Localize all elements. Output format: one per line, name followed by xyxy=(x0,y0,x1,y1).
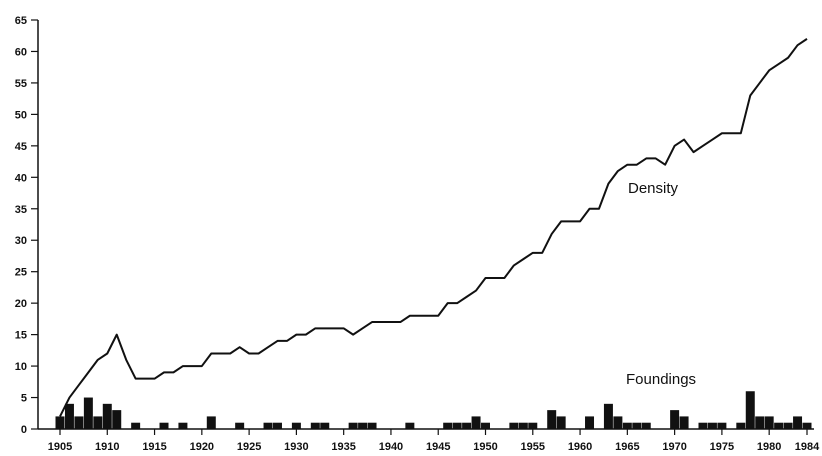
foundings-bar xyxy=(291,422,301,429)
foundings-bar xyxy=(547,410,557,429)
foundings-bar xyxy=(55,416,65,429)
foundings-bar xyxy=(178,422,188,429)
y-tick-label: 0 xyxy=(21,424,27,436)
foundings-bar xyxy=(235,422,245,429)
foundings-bar xyxy=(263,422,273,429)
foundings-bar xyxy=(736,422,746,429)
x-tick-label: 1915 xyxy=(142,441,166,453)
foundings-bar xyxy=(83,397,93,429)
density-line xyxy=(59,38,808,417)
foundings-bar xyxy=(717,422,727,429)
foundings-bar xyxy=(641,422,651,429)
foundings-bar xyxy=(783,422,793,429)
foundings-bar xyxy=(509,422,519,429)
foundings-bar xyxy=(774,422,784,429)
foundings-annotation: Foundings xyxy=(626,371,696,388)
foundings-bar xyxy=(64,403,74,429)
foundings-bar xyxy=(707,422,717,429)
x-tick-label: 1970 xyxy=(662,441,686,453)
y-tick-label: 55 xyxy=(15,78,27,90)
foundings-bar xyxy=(112,410,122,429)
foundings-bars xyxy=(55,391,812,429)
foundings-bar xyxy=(698,422,708,429)
foundings-bar xyxy=(603,403,613,429)
foundings-bar xyxy=(518,422,528,429)
foundings-bar xyxy=(462,422,472,429)
y-tick-label: 30 xyxy=(15,235,27,247)
x-tick-label: 1945 xyxy=(426,441,450,453)
x-tick-label: 1965 xyxy=(615,441,639,453)
foundings-bar xyxy=(320,422,330,429)
y-tick-label: 5 xyxy=(21,393,27,405)
foundings-bar xyxy=(755,416,765,429)
y-tick-label: 45 xyxy=(15,141,27,153)
foundings-bar xyxy=(793,416,803,429)
x-tick-label: 1930 xyxy=(284,441,308,453)
y-axis-ticks: 0 5 10 15 20 25 30 35 40 45 50 55 60 65 xyxy=(15,15,38,436)
foundings-bar xyxy=(358,422,368,429)
foundings-bar xyxy=(585,416,595,429)
y-tick-label: 65 xyxy=(15,15,27,27)
x-tick-label: 1920 xyxy=(190,441,214,453)
y-tick-label: 60 xyxy=(15,46,27,58)
y-tick-label: 50 xyxy=(15,109,27,121)
foundings-bar xyxy=(632,422,642,429)
x-tick-label: 1984 xyxy=(795,441,820,453)
foundings-bar xyxy=(613,416,623,429)
foundings-bar xyxy=(272,422,282,429)
foundings-bar xyxy=(679,416,689,429)
foundings-bar xyxy=(348,422,358,429)
foundings-bar xyxy=(131,422,141,429)
y-tick-label: 40 xyxy=(15,172,27,184)
foundings-bar xyxy=(528,422,538,429)
foundings-bar xyxy=(93,416,103,429)
foundings-bar xyxy=(622,422,632,429)
foundings-bar xyxy=(471,416,481,429)
x-tick-label: 1960 xyxy=(568,441,592,453)
foundings-bar xyxy=(764,416,774,429)
x-tick-label: 1910 xyxy=(95,441,119,453)
x-tick-label: 1955 xyxy=(521,441,545,453)
y-tick-label: 20 xyxy=(15,298,27,310)
y-tick-label: 15 xyxy=(15,330,27,342)
foundings-bar xyxy=(74,416,84,429)
foundings-bar xyxy=(405,422,415,429)
x-tick-label: 1925 xyxy=(237,441,261,453)
density-annotation: Density xyxy=(628,180,679,197)
foundings-bar xyxy=(102,403,112,429)
foundings-bar xyxy=(556,416,566,429)
foundings-bar xyxy=(670,410,680,429)
foundings-bar xyxy=(452,422,462,429)
y-tick-label: 35 xyxy=(15,204,27,216)
x-tick-label: 1940 xyxy=(379,441,403,453)
x-tick-label: 1950 xyxy=(473,441,497,453)
foundings-bar xyxy=(159,422,169,429)
foundings-bar xyxy=(481,422,490,429)
x-tick-label: 1980 xyxy=(757,441,781,453)
y-tick-label: 25 xyxy=(15,267,27,279)
foundings-bar xyxy=(802,422,812,429)
x-axis-ticks: 1905 1910 1915 1920 1925 1930 1935 1940 1945 1950… xyxy=(48,429,820,453)
x-tick-label: 1905 xyxy=(48,441,72,453)
foundings-bar xyxy=(745,391,755,429)
foundings-bar xyxy=(443,422,453,429)
foundings-bar xyxy=(206,416,216,429)
x-tick-label: 1935 xyxy=(331,441,355,453)
y-tick-label: 10 xyxy=(15,361,27,373)
foundings-bar xyxy=(367,422,377,429)
foundings-bar xyxy=(310,422,320,429)
x-tick-label: 1975 xyxy=(710,441,734,453)
